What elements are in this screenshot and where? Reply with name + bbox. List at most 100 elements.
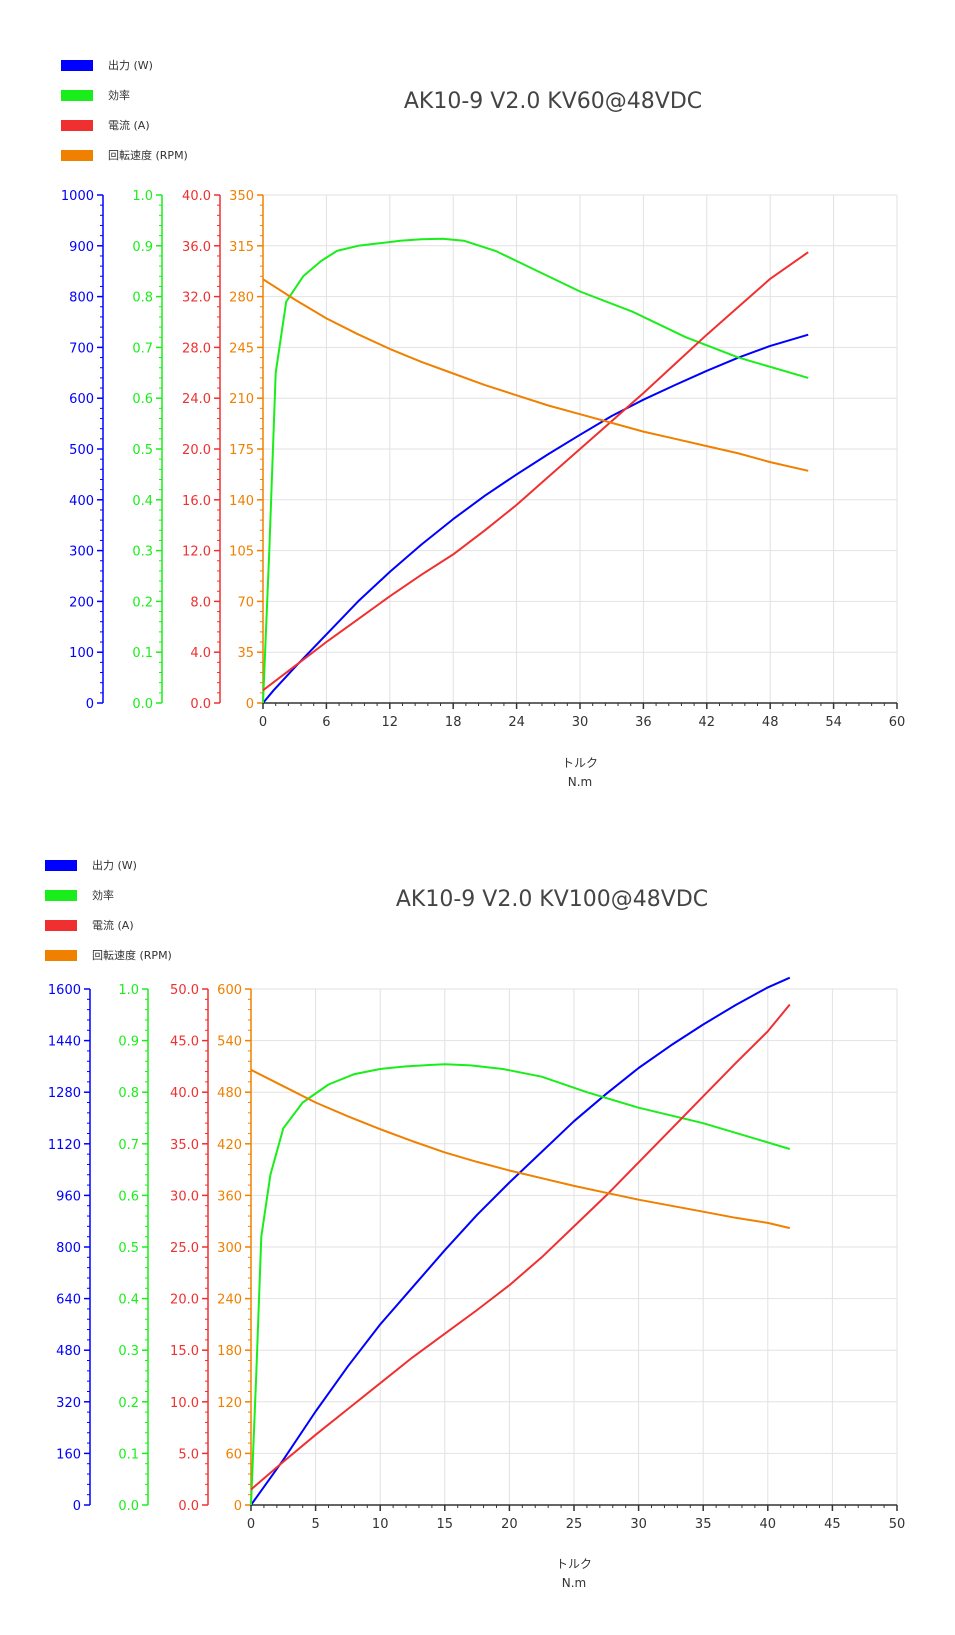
y-tick-label-speed: 300 — [217, 1241, 242, 1256]
x-tick-label: 35 — [695, 1517, 712, 1532]
legend-label: 効率 — [108, 88, 130, 102]
y-tick-label-speed: 280 — [229, 291, 254, 306]
x-tick-label: 10 — [372, 1517, 389, 1532]
y-tick-label-current: 40.0 — [170, 1086, 199, 1101]
y-tick-label-efficiency: 0.8 — [118, 1086, 139, 1101]
legend-swatch — [45, 950, 77, 961]
y-tick-label-power: 900 — [69, 240, 94, 255]
x-tick-label: 24 — [508, 715, 525, 730]
y-tick-label-power: 200 — [69, 595, 94, 610]
x-tick-label: 48 — [762, 715, 779, 730]
y-tick-label-current: 5.0 — [178, 1447, 199, 1462]
x-tick-label: 36 — [635, 715, 652, 730]
x-tick-label: 54 — [825, 715, 842, 730]
y-tick-label-speed: 70 — [237, 595, 254, 610]
x-tick-label: 12 — [382, 715, 399, 730]
y-tick-label-speed: 480 — [217, 1086, 242, 1101]
y-tick-label-current: 36.0 — [182, 240, 211, 255]
y-tick-label-speed: 120 — [217, 1396, 242, 1411]
y-tick-label-speed: 0 — [234, 1499, 242, 1514]
legend-label: 回転速度 (RPM) — [92, 948, 172, 962]
y-tick-label-speed: 0 — [246, 697, 254, 712]
y-tick-label-current: 45.0 — [170, 1035, 199, 1050]
x-axis-label: トルク — [562, 756, 598, 770]
y-tick-label-current: 8.0 — [190, 595, 211, 610]
y-tick-label-power: 960 — [56, 1189, 81, 1204]
y-tick-label-speed: 240 — [217, 1293, 242, 1308]
y-tick-label-power: 600 — [69, 392, 94, 407]
y-tick-label-current: 12.0 — [182, 545, 211, 560]
x-tick-label: 50 — [889, 1517, 906, 1532]
y-tick-label-efficiency: 0.7 — [118, 1138, 139, 1153]
y-tick-label-current: 0.0 — [178, 1499, 199, 1514]
legend-swatch — [61, 60, 93, 71]
y-tick-label-speed: 175 — [229, 443, 254, 458]
series-line-current — [250, 1003, 791, 1491]
y-tick-label-power: 700 — [69, 341, 94, 356]
legend-swatch — [45, 890, 77, 901]
y-tick-label-speed: 350 — [229, 189, 254, 204]
y-tick-label-power: 1440 — [48, 1035, 81, 1050]
x-tick-label: 0 — [247, 1517, 255, 1532]
y-tick-label-speed: 35 — [237, 646, 254, 661]
y-tick-label-current: 16.0 — [182, 494, 211, 509]
y-tick-label-current: 25.0 — [170, 1241, 199, 1256]
y-tick-label-power: 800 — [69, 291, 94, 306]
series-line-power — [250, 976, 791, 1506]
y-tick-label-current: 20.0 — [182, 443, 211, 458]
y-tick-label-efficiency: 0.9 — [132, 240, 153, 255]
series-line-power — [262, 333, 809, 704]
y-tick-label-current: 35.0 — [170, 1138, 199, 1153]
x-axis-unit: N.m — [568, 775, 592, 789]
x-axis-label: トルク — [556, 1557, 592, 1571]
y-tick-label-current: 0.0 — [190, 697, 211, 712]
legend-label: 回転速度 (RPM) — [108, 148, 188, 162]
y-tick-label-efficiency: 0.5 — [118, 1241, 139, 1256]
legend-label: 出力 (W) — [92, 858, 137, 872]
series-line-efficiency — [250, 1063, 791, 1506]
y-tick-label-power: 100 — [69, 646, 94, 661]
y-tick-label-speed: 210 — [229, 392, 254, 407]
y-tick-label-efficiency: 0.9 — [118, 1035, 139, 1050]
y-tick-label-speed: 420 — [217, 1138, 242, 1153]
y-tick-label-power: 800 — [56, 1241, 81, 1256]
y-tick-label-current: 32.0 — [182, 291, 211, 306]
y-tick-label-current: 40.0 — [182, 189, 211, 204]
y-tick-label-power: 300 — [69, 545, 94, 560]
y-tick-label-current: 50.0 — [170, 983, 199, 998]
x-tick-label: 18 — [445, 715, 462, 730]
series-line-speed — [250, 1068, 791, 1230]
y-tick-label-current: 30.0 — [170, 1189, 199, 1204]
x-tick-label: 0 — [259, 715, 267, 730]
legend-swatch — [45, 860, 77, 871]
y-tick-label-power: 1120 — [48, 1138, 81, 1153]
y-tick-label-speed: 540 — [217, 1035, 242, 1050]
y-tick-label-efficiency: 1.0 — [132, 189, 153, 204]
y-tick-label-speed: 600 — [217, 983, 242, 998]
y-tick-label-efficiency: 0.2 — [132, 595, 153, 610]
x-tick-label: 42 — [699, 715, 716, 730]
y-tick-label-efficiency: 0.6 — [132, 392, 153, 407]
x-tick-label: 15 — [437, 1517, 454, 1532]
y-tick-label-speed: 315 — [229, 240, 254, 255]
y-tick-label-efficiency: 0.4 — [118, 1293, 139, 1308]
y-tick-label-current: 20.0 — [170, 1293, 199, 1308]
legend-swatch — [61, 150, 93, 161]
y-tick-label-efficiency: 0.2 — [118, 1396, 139, 1411]
y-tick-label-power: 480 — [56, 1344, 81, 1359]
y-tick-label-efficiency: 0.3 — [132, 545, 153, 560]
y-tick-label-efficiency: 0.1 — [132, 646, 153, 661]
x-tick-label: 45 — [824, 1517, 841, 1532]
y-tick-label-efficiency: 0.0 — [132, 697, 153, 712]
x-tick-label: 20 — [501, 1517, 518, 1532]
y-tick-label-efficiency: 1.0 — [118, 983, 139, 998]
y-tick-label-power: 0 — [86, 697, 94, 712]
legend-label: 電流 (A) — [108, 118, 150, 132]
y-tick-label-power: 1280 — [48, 1086, 81, 1101]
x-tick-label: 25 — [566, 1517, 583, 1532]
x-tick-label: 30 — [630, 1517, 647, 1532]
y-tick-label-power: 400 — [69, 494, 94, 509]
